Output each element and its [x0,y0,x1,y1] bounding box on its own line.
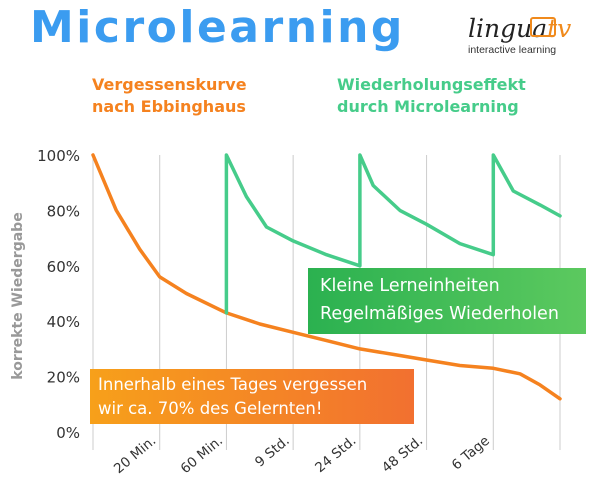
x-tick-label: 6 Tage [449,433,493,474]
callout-microlearning-line1: Kleine Lerneinheiten [320,276,500,296]
y-tick-label: 80% [47,202,80,220]
y-tick-label: 100% [37,147,80,165]
speech-bubble-icon [530,17,556,37]
x-tick-label: 60 Min. [178,433,226,477]
x-tick-label: 9 Std. [252,433,293,471]
y-axis-ticks: 100% 80% 60% 40% 20% 0% [37,147,80,442]
legend-forgetting-line2: nach Ebbinghaus [92,97,246,116]
series-line-0 [91,153,562,401]
x-axis-ticks: 20 Min. 60 Min. 9 Std. 24 Std. 48 Std. 6 Tage [111,433,493,477]
brand-logo: linguatv interactive learning [468,14,593,64]
callout-forgetting: Innerhalb eines Tages vergessen wir ca. … [90,369,414,424]
page-title: Microlearning [30,2,405,53]
legend-repetition-line2: durch Microlearning [337,97,519,116]
y-tick-label: 20% [47,369,80,387]
x-tick-label: 20 Min. [111,433,159,477]
callout-microlearning-line2: Regelmäßiges Wiederholen [320,304,559,324]
x-tick-label: 48 Std. [379,433,426,476]
logo-subtitle: interactive learning [468,44,557,56]
y-tick-label: 0% [56,424,80,442]
series-line-1 [224,153,562,315]
legend-forgetting-curve: Vergessenskurve nach Ebbinghaus [92,74,247,118]
x-tick-label: 24 Std. [312,433,359,476]
chart-series [91,153,562,401]
callout-forgetting-line1: Innerhalb eines Tages vergessen [98,375,368,394]
y-tick-label: 60% [47,258,80,276]
y-tick-label: 40% [47,313,80,331]
legend-repetition-effect: Wiederholungseffekt durch Microlearning [337,74,526,118]
y-axis-label: korrekte Wiedergabe [10,212,26,379]
callout-forgetting-line2: wir ca. 70% des Gelernten! [98,399,323,418]
legend-repetition-line1: Wiederholungseffekt [337,75,526,94]
legend-forgetting-line1: Vergessenskurve [92,75,247,94]
callout-microlearning: Kleine Lerneinheiten Regelmäßiges Wieder… [308,268,586,334]
